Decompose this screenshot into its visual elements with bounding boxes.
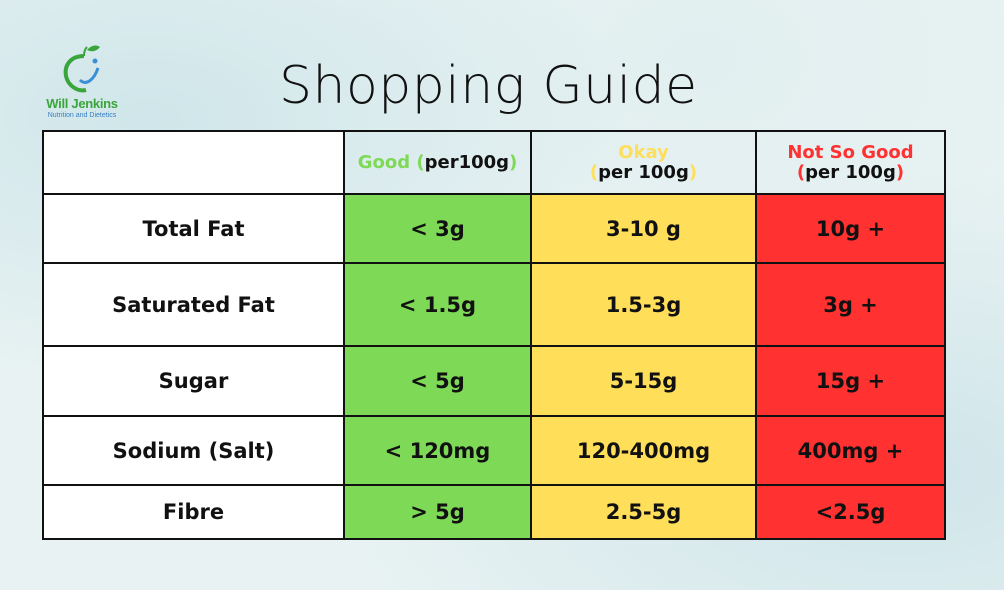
bad-cell: 3g + [755, 262, 946, 347]
nutrient-cell: Total Fat [42, 193, 345, 264]
okay-cell: 2.5-5g [530, 484, 757, 540]
header-okay: Okay (per 100g) [530, 130, 757, 195]
bad-cell: <2.5g [755, 484, 946, 540]
table-row: Saturated Fat < 1.5g 1.5-3g 3g + [42, 262, 946, 347]
okay-cell: 3-10 g [530, 193, 757, 264]
good-cell: < 5g [343, 345, 532, 417]
nutrient-cell: Sodium (Salt) [42, 415, 345, 486]
nutrient-cell: Sugar [42, 345, 345, 417]
good-cell: < 120mg [343, 415, 532, 486]
okay-cell: 1.5-3g [530, 262, 757, 347]
shopping-guide-table: Good (per100g) Okay (per 100g) Not So Goo… [42, 130, 946, 540]
header-bad: Not So Good (per 100g) [755, 130, 946, 195]
table-row: Total Fat < 3g 3-10 g 10g + [42, 193, 946, 264]
apple-logo-icon [63, 45, 100, 93]
okay-cell: 120-400mg [530, 415, 757, 486]
good-label: Good [357, 151, 411, 173]
header-good: Good (per100g) [343, 130, 532, 195]
logo-subtitle: Nutrition and Dietetics [47, 112, 117, 119]
good-cell: > 5g [343, 484, 532, 540]
table-row: Fibre > 5g 2.5-5g <2.5g [42, 484, 946, 540]
okay-unit: per 100g [598, 161, 689, 183]
okay-label: Okay [618, 141, 669, 163]
header-empty [42, 130, 345, 195]
okay-cell: 5-15g [530, 345, 757, 417]
good-unit: per100g [424, 151, 510, 173]
table-row: Sodium (Salt) < 120mg 120-400mg 400mg + [42, 415, 946, 486]
table-row: Sugar < 5g 5-15g 15g + [42, 345, 946, 417]
page-title: Shopping Guide [279, 56, 698, 116]
logo: Will Jenkins Nutrition and Dietetics [36, 44, 146, 124]
good-cell: < 3g [343, 193, 532, 264]
bad-cell: 10g + [755, 193, 946, 264]
bad-label: Not So Good [787, 141, 914, 163]
bad-cell: 15g + [755, 345, 946, 417]
logo-name: Will Jenkins [46, 96, 118, 111]
bad-unit: per 100g [805, 161, 896, 183]
good-cell: < 1.5g [343, 262, 532, 347]
nutrient-cell: Fibre [42, 484, 345, 540]
bad-cell: 400mg + [755, 415, 946, 486]
nutrient-cell: Saturated Fat [42, 262, 345, 347]
header-row: Good (per100g) Okay (per 100g) Not So Goo… [42, 130, 946, 195]
